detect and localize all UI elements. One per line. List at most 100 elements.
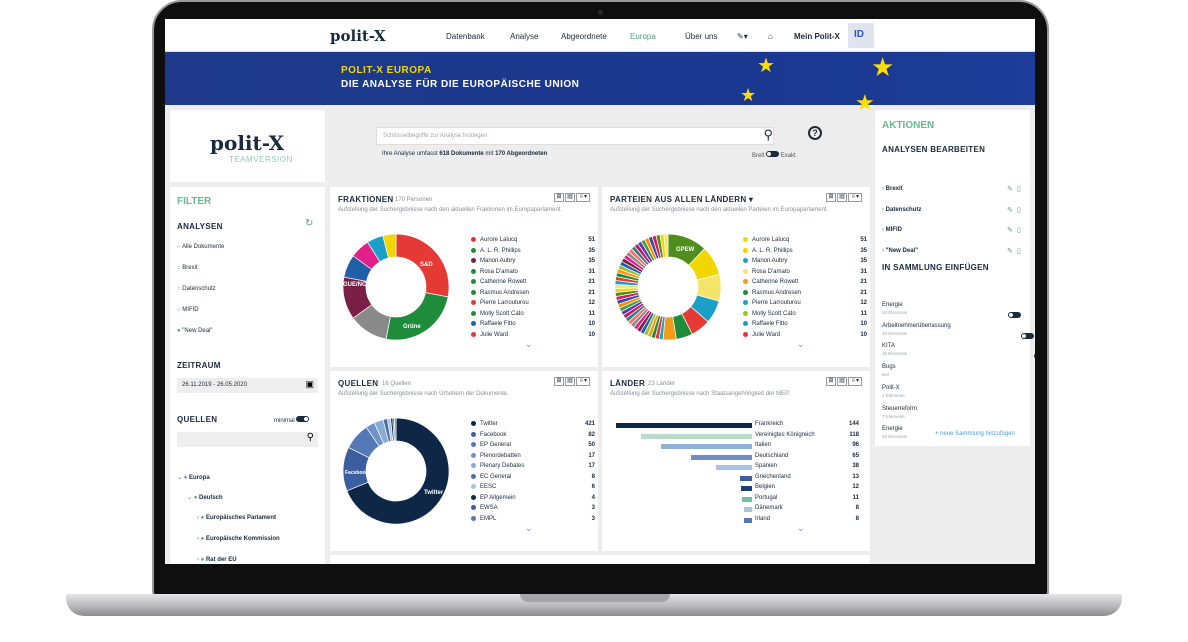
- nav-ueber-uns[interactable]: Über uns: [685, 32, 718, 41]
- legend-item[interactable]: Catherine Rowett: [471, 279, 526, 289]
- edit-icon[interactable]: ✎: [1007, 186, 1013, 193]
- legend-item[interactable]: Rosa D'amato: [743, 268, 790, 279]
- tree-item[interactable]: › ● Rat der EU: [197, 557, 237, 563]
- legend-item[interactable]: Plenordebatten: [471, 452, 521, 463]
- help-icon[interactable]: ?: [808, 126, 822, 140]
- analyse-item[interactable]: ● "New Deal": [177, 328, 213, 334]
- nav-datenbank[interactable]: Datenbank: [446, 32, 485, 41]
- pdf-icon[interactable]: ▤: [837, 377, 847, 386]
- analyse-edit-item[interactable]: › Brexit: [882, 186, 903, 196]
- legend-item[interactable]: EC General: [471, 473, 511, 484]
- legend-item[interactable]: Julie Ward: [743, 331, 780, 342]
- table-icon[interactable]: ⊞: [826, 377, 836, 386]
- export-icon[interactable]: ⇩▾: [576, 377, 590, 386]
- legend-item[interactable]: Julie Ward: [471, 331, 508, 342]
- trash-icon[interactable]: ▯: [1017, 206, 1021, 214]
- chevron-down-icon[interactable]: ⌄: [797, 339, 805, 349]
- legend-item[interactable]: Aurore Lalucq: [471, 237, 517, 247]
- reset-icon[interactable]: ↻: [305, 218, 314, 229]
- legend-item[interactable]: EMPL: [471, 515, 496, 526]
- legend-item[interactable]: Manon Aubry: [471, 258, 515, 268]
- legend-item[interactable]: Rosa D'amato: [471, 268, 518, 279]
- legend-item[interactable]: Catherine Rowett: [743, 279, 798, 289]
- pdf-icon[interactable]: ▤: [565, 377, 575, 386]
- table-icon[interactable]: ⊞: [826, 193, 836, 202]
- legend-item[interactable]: EP General: [471, 442, 511, 452]
- table-icon[interactable]: ⊞: [554, 193, 564, 202]
- chevron-down-icon[interactable]: ⌄: [525, 339, 533, 349]
- calendar-icon[interactable]: ▣: [305, 379, 314, 389]
- trash-icon[interactable]: ▯: [1017, 227, 1021, 234]
- analyse-edit-item[interactable]: › MIFID: [882, 227, 902, 237]
- trash-icon[interactable]: ▯: [1017, 247, 1021, 255]
- legend-item[interactable]: Pierre Larrouturou: [743, 300, 801, 310]
- search-input[interactable]: Schlüsselbegriffe zur Analyse festlegen …: [376, 127, 774, 145]
- country-bar[interactable]: [741, 496, 752, 502]
- legend-item[interactable]: Molly Scott Cato: [471, 310, 524, 321]
- tree-item[interactable]: ⌄ ● Europa: [177, 475, 210, 481]
- add-sammlung-link[interactable]: + neue Sammlung hinzufügen: [935, 431, 1015, 437]
- country-bar[interactable]: [740, 486, 752, 491]
- search-icon[interactable]: ⚲: [306, 432, 314, 443]
- edit-icon[interactable]: ✎: [1007, 227, 1013, 234]
- analyse-edit-item[interactable]: › Datenschutz: [882, 207, 921, 217]
- tree-item[interactable]: › ● Europäische Kommission: [197, 536, 280, 542]
- parteien-title[interactable]: PARTEIEN AUS ALLEN LÄNDERN ▾: [610, 195, 754, 204]
- pdf-icon[interactable]: ▤: [837, 193, 847, 202]
- legend-item[interactable]: A. L. R. Phillips: [471, 247, 521, 258]
- panel-actions[interactable]: ⊞ ▤ ⇩▾: [553, 377, 590, 386]
- pdf-icon[interactable]: ▤: [565, 193, 575, 202]
- nav-analyse[interactable]: Analyse: [510, 32, 539, 41]
- panel-actions[interactable]: ⊞ ▤ ⇩▾: [825, 377, 862, 386]
- inbox-icon[interactable]: ⌂: [768, 32, 773, 41]
- export-icon[interactable]: ⇩▾: [576, 193, 590, 202]
- legend-item[interactable]: Twitter: [471, 421, 498, 431]
- edit-icon[interactable]: ✎: [1007, 206, 1013, 214]
- sammlung-toggle[interactable]: [1021, 332, 1034, 339]
- legend-item[interactable]: EWSA: [471, 505, 498, 515]
- analyse-item[interactable]: ○ MIFID: [177, 307, 199, 313]
- panel-actions[interactable]: ⊞ ▤ ⇩▾: [553, 193, 590, 202]
- analyse-item[interactable]: ○ Alle Dokumente: [177, 244, 225, 250]
- date-range-input[interactable]: 26.11.2019 - 26.05.2020 ▣: [177, 378, 318, 393]
- legend-item[interactable]: Raffaele Fitto: [471, 321, 516, 331]
- nav-europa[interactable]: Europa: [630, 32, 656, 41]
- nav-logo[interactable]: polit-X: [330, 27, 386, 45]
- legend-item[interactable]: Rasmus Andresen: [743, 289, 801, 300]
- quellen-search-input[interactable]: ⚲: [177, 432, 318, 447]
- mode-toggle[interactable]: Breit Exakt: [752, 151, 796, 159]
- tools-icon[interactable]: ✎▾: [737, 32, 748, 41]
- export-icon[interactable]: ⇩▾: [848, 377, 862, 386]
- legend-item[interactable]: Facebook: [471, 431, 506, 442]
- legend-item[interactable]: Pierre Larrouturou: [471, 300, 529, 310]
- analyse-item[interactable]: ○ Datenschutz: [177, 286, 216, 292]
- nav-user[interactable]: Mein Polit-X: [794, 32, 840, 41]
- country-bar[interactable]: [616, 423, 752, 428]
- legend-item[interactable]: Plenary Debates: [471, 463, 524, 473]
- search-icon[interactable]: ⚲: [763, 127, 773, 142]
- chevron-down-icon[interactable]: ⌄: [525, 523, 533, 533]
- tree-item[interactable]: › ● Europäisches Parlament: [197, 515, 276, 521]
- legend-item[interactable]: Molly Scott Cato: [743, 310, 796, 321]
- analyse-item[interactable]: ○ Brexit: [177, 265, 198, 271]
- country-bar[interactable]: [739, 475, 752, 481]
- legend-item[interactable]: Manon Aubry: [743, 258, 787, 268]
- nav-abgeordnete[interactable]: Abgeordnete: [561, 32, 607, 41]
- legend-item[interactable]: Raffaele Fitto: [743, 321, 788, 331]
- legend-item[interactable]: EP Allgemein: [471, 494, 516, 505]
- trash-icon[interactable]: ▯: [1017, 186, 1021, 193]
- id-button[interactable]: ID: [848, 23, 874, 48]
- legend-item[interactable]: A. L. R. Phillips: [743, 247, 793, 258]
- quellen-toggle[interactable]: minimal: [274, 416, 310, 424]
- sammlung-toggle[interactable]: [1034, 353, 1035, 360]
- tree-item[interactable]: ⌄ ● Deutsch: [187, 495, 223, 501]
- country-bar[interactable]: [640, 433, 752, 439]
- country-bar[interactable]: [744, 507, 752, 512]
- legend-item[interactable]: Aurore Lalucq: [743, 237, 789, 247]
- legend-item[interactable]: Rasmus Andresen: [471, 289, 529, 300]
- country-bar[interactable]: [690, 454, 752, 460]
- analyse-edit-item[interactable]: › "New Deal": [882, 248, 918, 258]
- country-bar[interactable]: [716, 465, 752, 470]
- edit-icon[interactable]: ✎: [1007, 247, 1013, 255]
- table-icon[interactable]: ⊞: [554, 377, 564, 386]
